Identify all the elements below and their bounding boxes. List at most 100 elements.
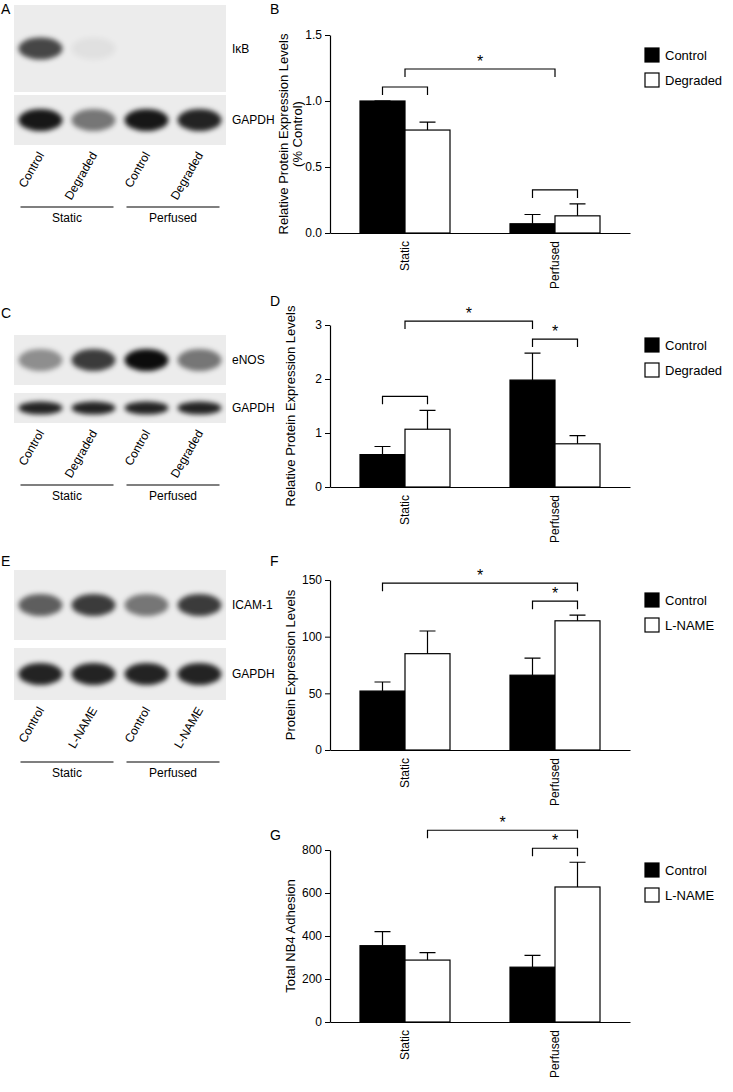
- y-tick-mark: [325, 850, 330, 851]
- y-tick-mark: [325, 637, 330, 638]
- bar: [555, 444, 600, 487]
- chart: D0123StaticPerfusedRelative Protein Expr…: [270, 293, 722, 543]
- x-tick: Perfused: [548, 487, 562, 543]
- y-axis-line: [330, 581, 331, 751]
- y-tick: 0.5: [305, 160, 330, 174]
- significance-label: *: [552, 832, 558, 849]
- group-label: Perfused: [149, 489, 197, 503]
- lane-label: Control: [16, 705, 47, 746]
- y-tick: 2: [315, 372, 330, 386]
- bar: [510, 224, 555, 233]
- blot-band: [178, 663, 222, 685]
- legend-label: Control: [665, 593, 707, 608]
- significance-label: *: [466, 305, 472, 322]
- legend-label: L-NAME: [665, 888, 714, 903]
- error-bar: [570, 862, 586, 887]
- y-tick-label: 0: [315, 480, 322, 494]
- y-tick-mark: [325, 936, 330, 937]
- blot-row-label: IκB: [232, 42, 249, 56]
- x-tick: Perfused: [548, 233, 562, 289]
- y-axis-title: Protein Expression Levels: [283, 589, 298, 740]
- y-tick: 1.0: [305, 94, 330, 108]
- legend-swatch: [645, 888, 659, 902]
- legend-swatch: [645, 73, 659, 87]
- lane-label: Control: [122, 705, 153, 746]
- chart: G0200400600800StaticPerfusedTotal NB4 Ad…: [270, 814, 714, 1078]
- y-tick: 3: [315, 318, 330, 332]
- group-line: [21, 206, 114, 207]
- figure: AIκBGAPDHControlDegradedControlDegradedS…: [0, 0, 733, 1092]
- blot-band: [72, 38, 116, 60]
- blot-panel: CeNOSGAPDHControlDegradedControlDegraded…: [1, 305, 275, 503]
- panel-letter: A: [1, 1, 11, 17]
- blot-band: [125, 109, 169, 131]
- x-tick-label: Perfused: [548, 495, 562, 543]
- y-tick-label: 800: [302, 843, 322, 857]
- panel-letter: B: [270, 1, 279, 17]
- lane-label: L-NAME: [171, 705, 206, 751]
- y-axis-title: Relative Protein Expression Levels: [276, 33, 291, 234]
- y-tick: 0.0: [305, 226, 330, 240]
- significance-bracket: [533, 190, 578, 198]
- lane-label: Control: [16, 428, 47, 469]
- y-tick: 0: [315, 743, 330, 757]
- y-tick: 800: [302, 843, 330, 857]
- y-tick: 0: [315, 1015, 330, 1029]
- group-line: [127, 761, 220, 762]
- x-tick: Static: [398, 233, 412, 271]
- x-axis: Static Perfused: [331, 233, 631, 289]
- significance-label: *: [552, 323, 558, 340]
- x-tick-label: Static: [398, 758, 412, 788]
- blot-band: [178, 38, 222, 60]
- legend-label: Control: [665, 48, 707, 63]
- y-axis-title: Relative Protein Expression Levels: [283, 305, 298, 506]
- bar: [360, 946, 405, 1022]
- bar: [405, 130, 450, 233]
- y-tick-label: 200: [302, 972, 322, 986]
- x-axis-line: [331, 750, 631, 751]
- canvas: AIκBGAPDHControlDegradedControlDegradedS…: [0, 0, 733, 1092]
- significance-bracket: [383, 396, 428, 404]
- y-tick-label: 150: [302, 573, 322, 587]
- plot-marks: [360, 353, 600, 487]
- x-axis-line: [331, 233, 631, 234]
- bar: [555, 621, 600, 750]
- blot-row-label: eNOS: [232, 353, 265, 367]
- x-tick: Static: [398, 1022, 412, 1060]
- panel-letter: F: [270, 553, 279, 569]
- group-label: Perfused: [149, 211, 197, 225]
- y-tick: 1: [315, 426, 330, 440]
- blot-strip: [14, 95, 226, 145]
- x-tick: Static: [398, 487, 412, 525]
- y-tick-mark: [325, 167, 330, 168]
- x-axis-line: [331, 1022, 631, 1023]
- significance-label: *: [499, 814, 505, 831]
- error-bar: [570, 204, 586, 216]
- x-tick-label: Static: [398, 1030, 412, 1060]
- x-tick-label: Perfused: [548, 1030, 562, 1078]
- blot-band: [125, 401, 169, 414]
- y-tick: 400: [302, 929, 330, 943]
- panel-letter: C: [1, 305, 11, 321]
- plot-marks: [360, 862, 600, 1022]
- blot-panel: EICAM-1GAPDHControlL-NAMEControlL-NAMESt…: [1, 553, 275, 780]
- bar: [510, 967, 555, 1022]
- panel-letter: E: [1, 553, 10, 569]
- y-tick-label: 100: [302, 630, 322, 644]
- significance-label: *: [477, 567, 483, 584]
- significance-bracket: [383, 583, 578, 591]
- legend: ControlDegraded: [645, 338, 722, 378]
- blot-band: [125, 38, 169, 60]
- legend-swatch: [645, 618, 659, 632]
- blot-band: [178, 401, 222, 414]
- x-tick-label: Perfused: [548, 241, 562, 289]
- y-tick-label: 400: [302, 929, 322, 943]
- y-tick: 50: [309, 687, 330, 701]
- error-bar: [570, 615, 586, 621]
- y-axis-line: [330, 326, 331, 488]
- group-line: [21, 761, 114, 762]
- blot-strip: [14, 5, 226, 92]
- lane-label: Control: [16, 150, 47, 191]
- y-tick: 1.5: [305, 28, 330, 42]
- blot-row-label: ICAM-1: [232, 598, 273, 612]
